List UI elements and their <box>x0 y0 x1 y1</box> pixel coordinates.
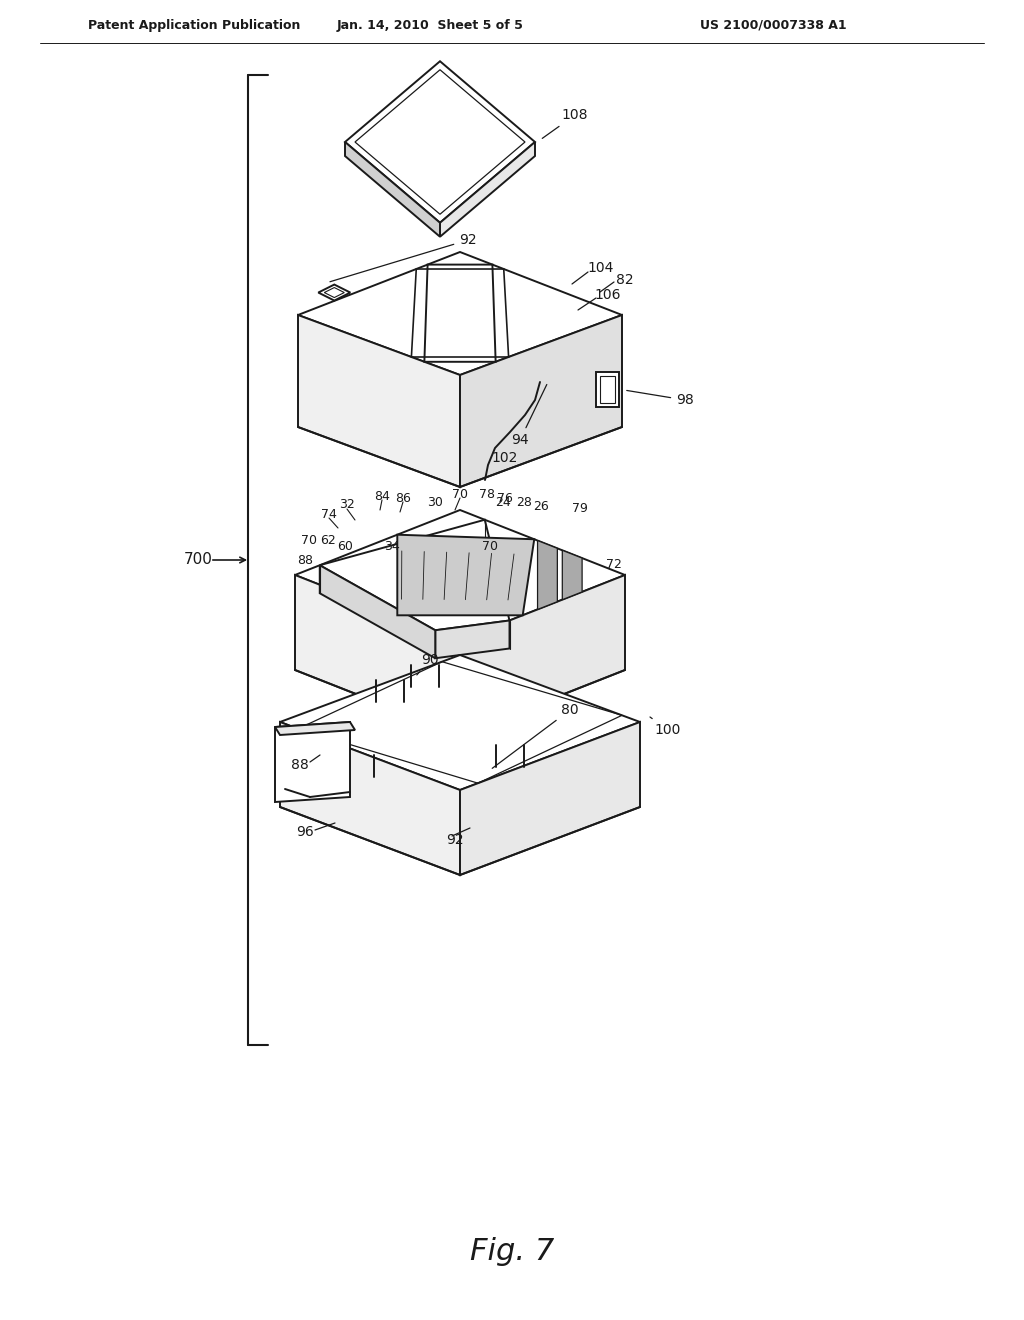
Ellipse shape <box>376 697 404 706</box>
Polygon shape <box>318 285 350 301</box>
Circle shape <box>567 657 572 663</box>
Bar <box>590 635 618 649</box>
Text: 80: 80 <box>493 704 579 768</box>
Text: 78: 78 <box>479 487 495 500</box>
Polygon shape <box>435 620 510 659</box>
Text: 700: 700 <box>183 553 212 568</box>
Polygon shape <box>280 655 640 789</box>
Text: 70: 70 <box>452 487 468 500</box>
Polygon shape <box>275 722 350 803</box>
Bar <box>595 759 627 779</box>
Bar <box>590 612 618 628</box>
Polygon shape <box>538 541 557 610</box>
Circle shape <box>411 651 439 678</box>
Bar <box>343 367 368 385</box>
Bar <box>343 624 365 640</box>
Polygon shape <box>562 550 582 599</box>
Polygon shape <box>345 143 440 236</box>
Circle shape <box>553 634 557 639</box>
Ellipse shape <box>496 763 524 771</box>
Text: 76: 76 <box>497 491 513 504</box>
Text: 102: 102 <box>492 451 518 465</box>
Polygon shape <box>298 315 460 487</box>
Text: 96: 96 <box>296 825 314 840</box>
Bar <box>593 616 615 624</box>
Ellipse shape <box>411 682 439 692</box>
Polygon shape <box>460 315 622 487</box>
Text: 26: 26 <box>534 500 549 513</box>
Text: 84: 84 <box>374 490 390 503</box>
Text: 90: 90 <box>417 653 439 675</box>
Circle shape <box>567 645 572 651</box>
Text: 24: 24 <box>496 495 511 508</box>
Text: 106: 106 <box>595 288 622 302</box>
Ellipse shape <box>346 772 374 781</box>
Polygon shape <box>440 143 535 236</box>
Circle shape <box>567 634 572 639</box>
Polygon shape <box>295 576 460 735</box>
Circle shape <box>346 741 374 770</box>
Text: 88: 88 <box>291 758 309 772</box>
Text: 100: 100 <box>650 717 681 737</box>
Bar <box>593 594 615 603</box>
Text: 94: 94 <box>511 384 547 447</box>
Circle shape <box>553 657 557 663</box>
Text: 82: 82 <box>616 273 634 286</box>
Text: 79: 79 <box>572 502 588 515</box>
Polygon shape <box>345 61 535 223</box>
Text: 72: 72 <box>606 558 622 572</box>
Text: 28: 28 <box>516 495 531 508</box>
Text: US 2100/0007338 A1: US 2100/0007338 A1 <box>700 18 847 32</box>
Bar <box>315 624 337 640</box>
Circle shape <box>510 322 570 381</box>
Text: 108: 108 <box>543 108 588 139</box>
Text: 92: 92 <box>446 833 464 847</box>
Polygon shape <box>295 510 625 640</box>
Text: Jan. 14, 2010  Sheet 5 of 5: Jan. 14, 2010 Sheet 5 of 5 <box>337 18 523 32</box>
Text: 98: 98 <box>627 391 694 407</box>
Bar <box>590 591 618 606</box>
Bar <box>593 638 615 647</box>
Polygon shape <box>319 520 510 630</box>
Text: 62: 62 <box>321 533 336 546</box>
Polygon shape <box>460 722 640 875</box>
Circle shape <box>288 756 302 770</box>
Text: 34: 34 <box>384 540 400 553</box>
Polygon shape <box>596 372 618 407</box>
Text: 60: 60 <box>337 540 353 553</box>
Text: 70: 70 <box>301 533 317 546</box>
Polygon shape <box>319 565 435 659</box>
Text: 74: 74 <box>322 507 337 520</box>
Bar <box>599 763 623 775</box>
Circle shape <box>376 667 404 694</box>
Text: 88: 88 <box>297 553 313 566</box>
Text: Fig. 7: Fig. 7 <box>470 1238 554 1266</box>
Circle shape <box>535 347 545 356</box>
Circle shape <box>288 777 302 792</box>
Circle shape <box>553 645 557 651</box>
Circle shape <box>496 731 524 759</box>
Bar <box>374 627 390 638</box>
Text: 104: 104 <box>588 261 614 275</box>
Polygon shape <box>275 722 355 735</box>
Text: 92: 92 <box>330 234 477 281</box>
Polygon shape <box>280 722 460 875</box>
Bar <box>318 627 334 638</box>
Polygon shape <box>460 576 625 735</box>
Polygon shape <box>298 252 622 375</box>
Text: 70: 70 <box>482 540 498 553</box>
Text: 86: 86 <box>395 491 411 504</box>
Text: 30: 30 <box>427 495 443 508</box>
Text: Patent Application Publication: Patent Application Publication <box>88 18 300 32</box>
Bar <box>371 624 393 640</box>
Polygon shape <box>397 535 535 615</box>
Bar <box>338 362 373 389</box>
Text: 32: 32 <box>339 499 355 511</box>
Bar <box>346 627 362 638</box>
